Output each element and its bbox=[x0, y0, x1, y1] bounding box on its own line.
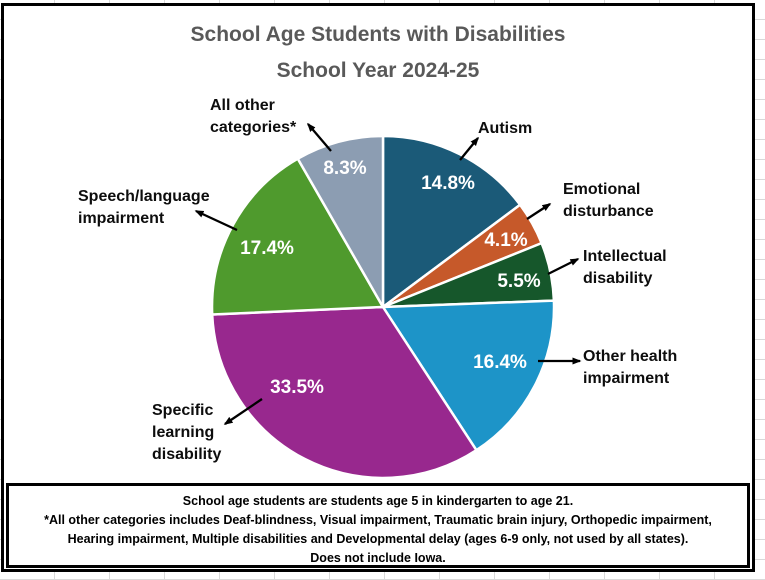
slice-label-other-health-impairment: Other health impairment bbox=[583, 348, 678, 387]
footnote-line1: School age students are students age 5 i… bbox=[182, 494, 574, 508]
slice-label-intellectual-disability: Intellectual disability bbox=[583, 248, 667, 287]
pie-slice-other-health-impairment[interactable] bbox=[381, 299, 556, 452]
chart-title: School Age Students with Disabilities Sc… bbox=[4, 17, 752, 89]
footnote-line3: Hearing impairment, Multiple disabilitie… bbox=[67, 532, 689, 546]
slice-label-specific-learning-disability: Specific learning disability bbox=[152, 402, 222, 463]
chart-title-line1: School Age Students with Disabilities bbox=[190, 23, 566, 46]
slice-label-speech-language-impairment: Speech/language impairment bbox=[78, 188, 210, 227]
chart-title-line2: School Year 2024-25 bbox=[276, 59, 480, 82]
footnote-line4: Does not include Iowa. bbox=[310, 551, 446, 565]
pie-slices bbox=[210, 134, 556, 480]
footnote-box: School age students are students age 5 i… bbox=[6, 483, 750, 568]
pie-slice-specific-learning-disability[interactable] bbox=[210, 305, 478, 480]
footnote-line2: *All other categories includes Deaf-blin… bbox=[44, 513, 712, 527]
slice-label-autism: Autism bbox=[478, 120, 533, 137]
slice-label-emotional-disturbance: Emotional disturbance bbox=[563, 181, 654, 220]
slice-label-all-other-categories: All other categories* bbox=[210, 97, 297, 136]
pie-slice-all-other-categories[interactable] bbox=[296, 134, 385, 309]
